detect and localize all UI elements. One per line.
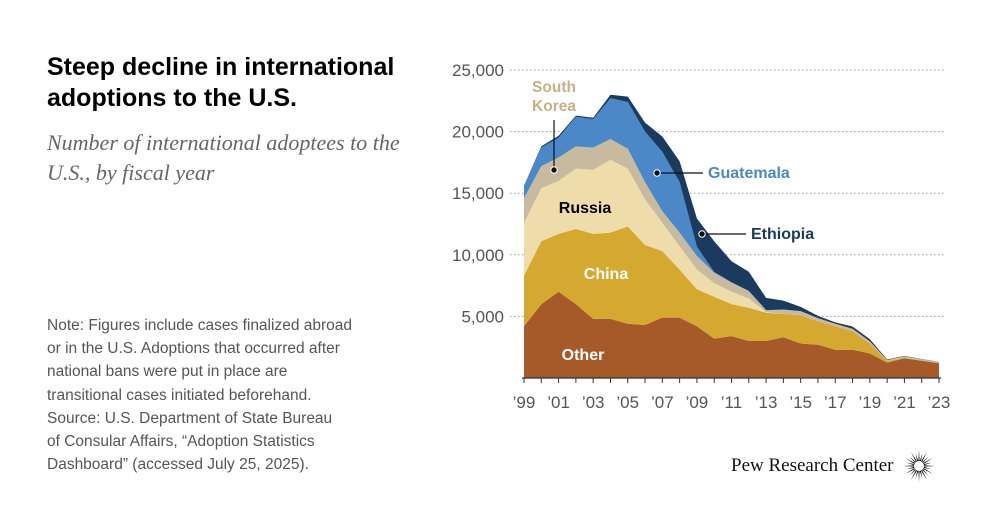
- note-line: Dashboard” (accessed July 25, 2025).: [47, 456, 309, 474]
- series-label: Other: [562, 347, 605, 364]
- area-other: [524, 291, 939, 378]
- area-china: [524, 226, 939, 364]
- x-tick-label: ’07: [651, 393, 674, 412]
- x-tick-label: ’09: [686, 393, 709, 412]
- x-tick-label: ’23: [928, 393, 951, 412]
- brand-name: Pew Research Center: [731, 455, 894, 476]
- series-label: Korea: [532, 98, 576, 115]
- y-tick-label: 20,000: [452, 123, 504, 142]
- x-tick-label: ’15: [789, 393, 812, 412]
- note-line: of Consular Affairs, “Adoption Statistic…: [47, 433, 315, 451]
- y-tick-label: 25,000: [452, 61, 504, 80]
- x-tick-label: ’11: [721, 393, 742, 412]
- label-leader-dot: [698, 230, 706, 238]
- chart-title: Steep decline in international adoptions…: [47, 53, 395, 112]
- note-line: national bans were put in place are: [47, 363, 288, 381]
- series-label: China: [584, 266, 629, 283]
- x-tick-label: ’19: [858, 393, 881, 412]
- label-leader-dot: [653, 169, 661, 177]
- y-tick-label: 10,000: [452, 246, 504, 265]
- area-series-group: [524, 94, 939, 378]
- brand-footer: Pew Research Center: [731, 450, 936, 482]
- x-tick-label: ’03: [582, 393, 605, 412]
- note-line: Source: U.S. Department of State Bureau: [47, 409, 333, 427]
- series-label: Ethiopia: [751, 226, 814, 243]
- series-label: Guatemala: [708, 165, 790, 182]
- series-label: South: [532, 79, 576, 96]
- note-line: or in the U.S. Adoptions that occurred a…: [47, 340, 340, 358]
- x-tick-label: ’99: [513, 393, 536, 412]
- note-line: transitional cases initiated beforehand.: [47, 386, 312, 404]
- x-tick-label: ’17: [824, 393, 847, 412]
- series-labels: South Korea Russia China Other Guatemala Ethio…: [532, 79, 814, 364]
- chart-subtitle: Number of international adoptees to the …: [47, 130, 400, 185]
- x-tick-label: ’05: [616, 393, 639, 412]
- series-label: Russia: [559, 200, 612, 217]
- sunburst-icon: [902, 450, 935, 482]
- y-tick-label: 15,000: [452, 184, 504, 203]
- x-tick-label: ’21: [893, 393, 916, 412]
- x-tick-label: ’13: [755, 393, 778, 412]
- area-russia: [524, 159, 939, 364]
- area-south-korea: [524, 139, 939, 364]
- label-leader-dot: [550, 166, 558, 174]
- y-tick-label: 5,000: [461, 307, 504, 326]
- source-note: Note: Figures include cases finalized ab…: [47, 314, 407, 476]
- x-tick-label: ’01: [547, 393, 570, 412]
- note-line: Note: Figures include cases finalized ab…: [47, 317, 353, 334]
